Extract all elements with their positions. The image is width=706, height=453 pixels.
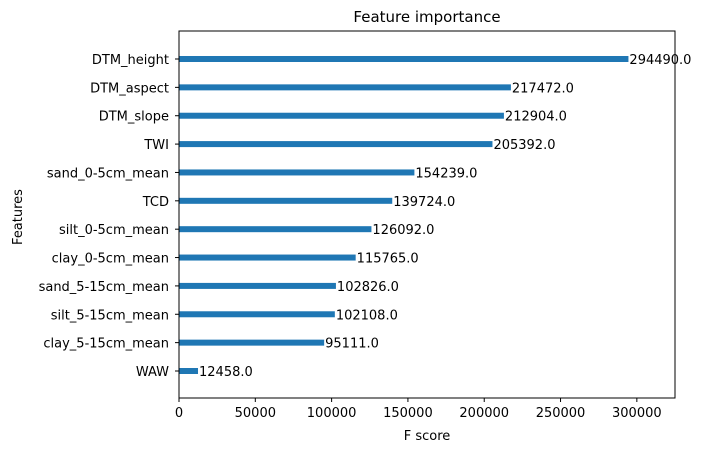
bar-value-label: 217472.0 (512, 81, 574, 96)
bar-value-label: 102108.0 (336, 308, 398, 323)
x-tick-label: 0 (175, 406, 183, 421)
y-tick-label: sand_5-15cm_mean (39, 280, 169, 295)
bar-value-label: 139724.0 (393, 195, 455, 210)
bar-value-label: 294490.0 (629, 53, 691, 68)
chart-title: Feature importance (353, 8, 500, 26)
bar-value-label: 205392.0 (493, 138, 555, 153)
plot-frame (178, 30, 676, 399)
bar (179, 226, 372, 233)
bar-value-label: 212904.0 (505, 110, 567, 125)
y-tick-label: TWI (143, 138, 169, 153)
bar (179, 197, 393, 204)
bar (179, 141, 493, 148)
y-tick-label: clay_5-15cm_mean (43, 337, 169, 352)
bar-value-label: 126092.0 (372, 223, 434, 238)
x-axis-label: F score (404, 429, 451, 444)
y-tick-label: silt_0-5cm_mean (59, 223, 169, 238)
bar (179, 169, 415, 176)
bar (179, 339, 325, 346)
y-tick-label: DTM_slope (99, 110, 169, 125)
bar (179, 368, 199, 374)
y-tick-label: WAW (136, 365, 169, 380)
bar (179, 282, 336, 289)
bar-value-label: 102826.0 (337, 280, 399, 295)
bar (179, 112, 504, 119)
bar-value-label: 115765.0 (357, 252, 419, 267)
bar (179, 84, 511, 91)
x-tick-label: 200000 (459, 406, 509, 421)
y-tick-label: DTM_height (92, 53, 169, 68)
y-axis-label: Features (11, 189, 26, 245)
y-tick-label: DTM_aspect (90, 81, 169, 96)
x-tick-label: 50000 (235, 406, 276, 421)
bar-value-label: 154239.0 (415, 166, 477, 181)
bar (179, 254, 356, 261)
bar-value-label: 12458.0 (199, 365, 253, 380)
ticks-layer: DTM_height DTM_aspect DTM_slope TWI sand_0-5… (39, 53, 662, 421)
x-tick-label: 100000 (307, 406, 357, 421)
y-tick-label: sand_0-5cm_mean (47, 166, 169, 181)
bars-layer (179, 56, 629, 374)
x-tick-label: 250000 (536, 406, 586, 421)
bar (179, 56, 629, 62)
bar-value-label: 95111.0 (325, 337, 379, 352)
labels-layer: 294490.0 217472.0 212904.0 205392.0 154239.0… (199, 53, 691, 380)
y-tick-label: silt_5-15cm_mean (51, 308, 169, 323)
y-tick-label: TCD (142, 195, 169, 210)
x-tick-label: 300000 (612, 406, 662, 421)
x-tick-label: 150000 (383, 406, 433, 421)
bar (179, 311, 335, 318)
y-tick-label: clay_0-5cm_mean (52, 252, 169, 267)
